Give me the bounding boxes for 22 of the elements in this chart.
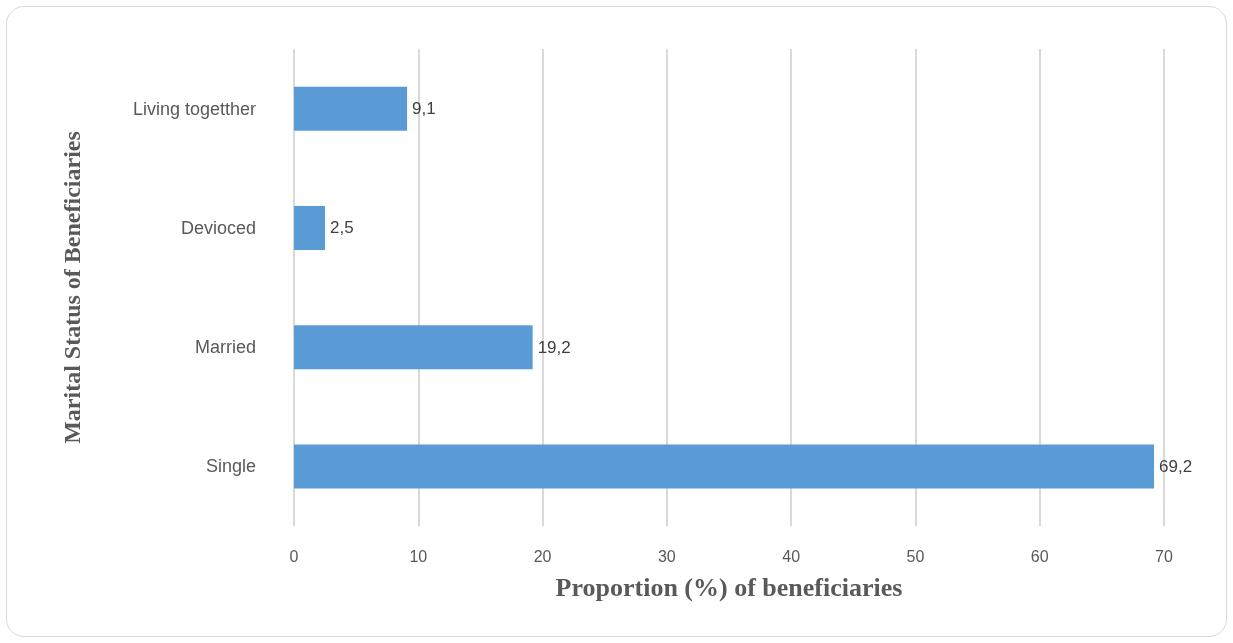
y-tick-label: Devioced xyxy=(180,217,256,238)
bar xyxy=(294,444,1155,489)
y-axis-title: Marital Status of Beneficiaries xyxy=(59,131,85,444)
bar xyxy=(294,325,533,370)
data-label: 9,1 xyxy=(412,99,436,119)
x-tick-label: 20 xyxy=(533,547,552,565)
bar xyxy=(294,86,408,131)
x-tick-label: 10 xyxy=(409,547,428,565)
x-tick-label: 60 xyxy=(1030,547,1049,565)
x-tick-label: 40 xyxy=(782,547,801,565)
x-axis-title: Proportion (%) of beneficiaries xyxy=(555,572,903,602)
x-tick-label: 30 xyxy=(657,547,676,565)
data-label: 69,2 xyxy=(1159,456,1193,476)
x-tick-label: 50 xyxy=(906,547,925,565)
y-tick-label: Married xyxy=(194,337,256,358)
x-tick-label: 0 xyxy=(289,547,299,565)
x-tick-label: 70 xyxy=(1155,547,1173,565)
bar xyxy=(294,205,326,250)
data-label: 19,2 xyxy=(537,337,571,357)
y-tick-label: Living togetther xyxy=(132,98,256,119)
y-tick-label: Single xyxy=(205,456,256,477)
data-label: 2,5 xyxy=(330,218,354,238)
